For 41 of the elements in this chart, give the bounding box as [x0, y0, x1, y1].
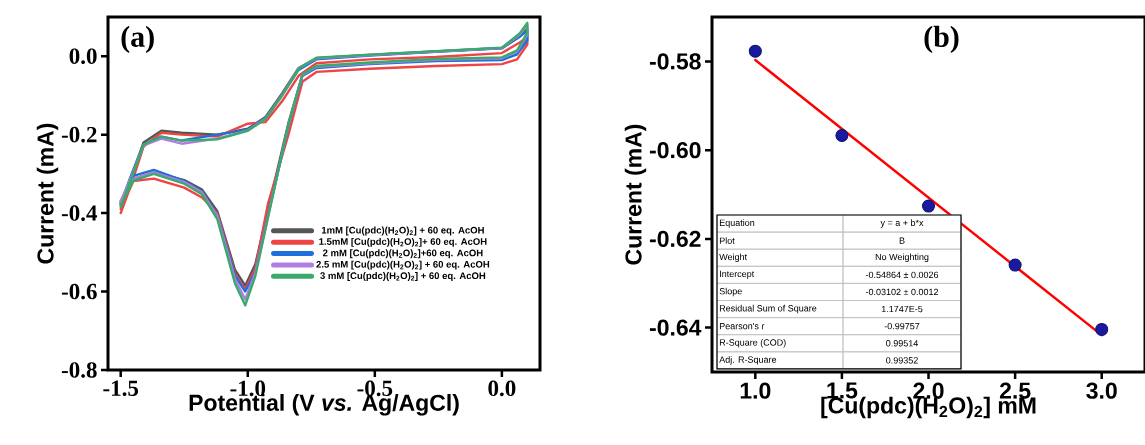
annotation: Residual Sum of Square	[719, 304, 817, 314]
x-tick-label: -1.5	[103, 380, 139, 397]
y-axis-title: Current (mA)	[36, 123, 59, 264]
y-tick-label: -0.64	[649, 319, 702, 336]
annotation: Pearson's r	[719, 323, 765, 330]
legend-label: 1mM [Cu(pdc)(H$_{2}$O)$_{2}$] + 60 eq. AcOH	[321, 226, 484, 236]
legend-label: 3 mM [Cu(pdc)(H$_{2}$O)$_{2}$] + 60 eq. AcOH	[320, 272, 486, 281]
annotation: Equation	[719, 219, 755, 228]
y-tick-label: -0.8	[61, 362, 97, 378]
y-axis-title: Current (mA)	[624, 124, 647, 265]
annotation: Plot	[719, 237, 735, 244]
annotation: No Weighting	[875, 253, 929, 262]
annotation: 0.99352	[886, 357, 918, 364]
x-tick-label: 2.5	[999, 382, 1031, 399]
legend-label: 2.5 mM [Cu(pdc)(H$_{2}$O)$_{2}$] + 60 eq. AcOH	[316, 260, 490, 270]
y-tick-label: -0.6	[61, 283, 97, 300]
y-tick-label: -0.60	[649, 141, 701, 159]
y-tick-label: -0.2	[61, 126, 97, 143]
annotation: 1.1747E-5	[881, 305, 923, 313]
annotation: -0.03102 ± 0.0012	[865, 288, 939, 296]
annotation: y = a + b*x	[880, 219, 924, 228]
annotation: B	[899, 237, 905, 244]
y-tick-label: -0.58	[649, 53, 701, 70]
legend-label: 2 mM [Cu(pdc)(H$_{2}$O)$_{2}$]+60 eq. AcOH	[322, 249, 483, 259]
x-tick-label: 1.0	[740, 382, 771, 399]
legend-label: 1.5mM [Cu(pdc)(H$_{2}$O)$_{2}$]+ 60 eq. AcOH	[319, 237, 487, 247]
annotation: -0.99757	[884, 322, 920, 330]
annotation: (b)	[924, 25, 959, 54]
annotation: -0.54864 ± 0.0026	[865, 271, 939, 279]
annotation: Intercept	[720, 270, 755, 279]
annotation: R-Square (COD)	[719, 339, 786, 348]
y-tick-label: -0.62	[649, 230, 701, 248]
y-tick-label: -0.4	[61, 205, 98, 221]
y-tick-label: 0.0	[69, 48, 97, 65]
x-tick-label: 0.0	[488, 380, 516, 397]
annotation: 0.99514	[886, 340, 918, 347]
x-tick-label: 3.0	[1086, 382, 1117, 399]
annotation: Slope	[719, 287, 742, 297]
annotation: (a)	[121, 25, 154, 54]
annotation: Weight	[719, 253, 747, 262]
annotation: Adj. R-Square	[719, 356, 777, 365]
